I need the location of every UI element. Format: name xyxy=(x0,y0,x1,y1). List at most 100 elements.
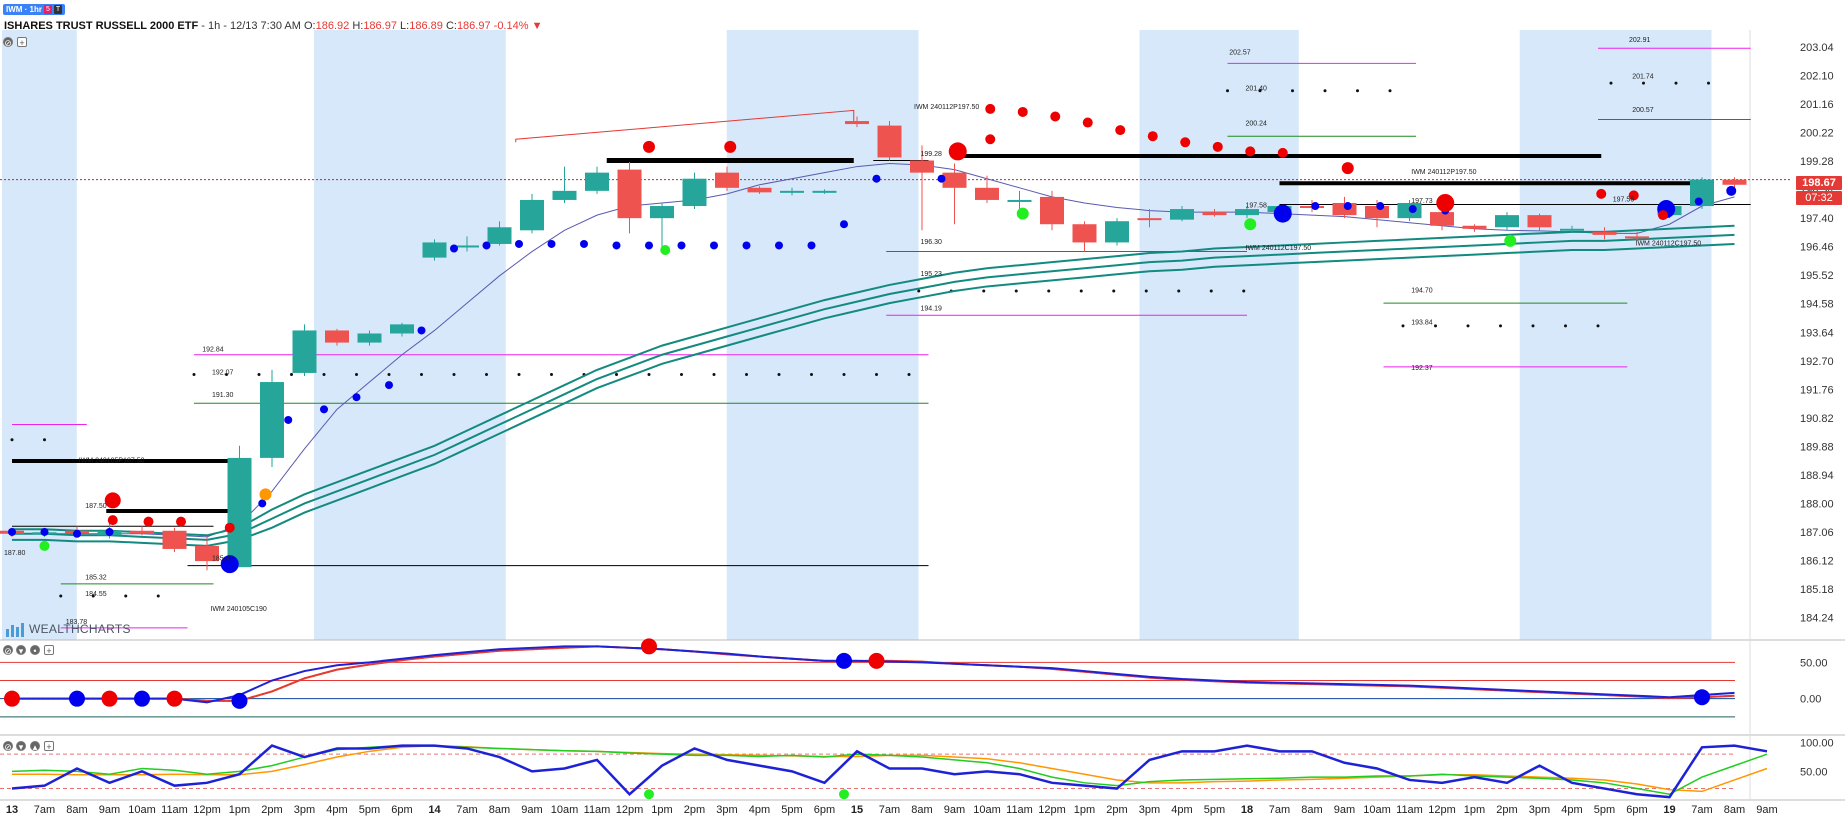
time-axis-label: 12pm xyxy=(1038,804,1066,816)
level-annotation: IWM 240105P187.50 xyxy=(79,457,145,464)
osc2-hide-icon[interactable]: ⊘ xyxy=(3,741,13,752)
time-axis-label: 7am xyxy=(34,804,55,816)
osc2-signal-dot xyxy=(839,789,849,800)
osc2-axis-label: 100.00 xyxy=(1800,738,1834,750)
signal-dot xyxy=(284,415,293,424)
time-axis-label: 7am xyxy=(1269,804,1290,816)
time-axis-label: 3pm xyxy=(294,804,315,816)
osc1-signal-dot xyxy=(166,690,183,707)
level-dot xyxy=(917,289,921,293)
signal-dot xyxy=(547,239,556,248)
osc2-add-icon[interactable]: + xyxy=(44,741,54,752)
time-axis-label: 4pm xyxy=(749,804,770,816)
level-dot xyxy=(1258,89,1262,93)
signal-dot xyxy=(660,245,671,256)
time-axis-label: 8am xyxy=(489,804,510,816)
osc1-add-icon[interactable]: + xyxy=(44,645,54,656)
level-dot xyxy=(647,372,651,376)
level-dot xyxy=(907,372,911,376)
candle-body xyxy=(227,457,252,568)
candle-body xyxy=(1105,221,1129,243)
top-bar: IWM · 1hr 5 T xyxy=(0,0,1845,18)
signal-dot xyxy=(1180,137,1191,148)
signal-dot xyxy=(1436,193,1455,212)
low-value: 186.89 xyxy=(409,20,443,32)
level-annotation: 187.80 xyxy=(4,550,26,557)
candle-body xyxy=(390,324,414,334)
time-axis-label: 5pm xyxy=(781,804,802,816)
level-annotation: 191.30 xyxy=(212,392,234,399)
time-axis-label: 8am xyxy=(1301,804,1322,816)
level-dot xyxy=(1596,324,1600,328)
session-shade xyxy=(1519,30,1712,640)
add-pane-icon[interactable]: + xyxy=(17,37,27,48)
time-axis-label: 4pm xyxy=(1171,804,1192,816)
signal-dot xyxy=(1082,117,1093,128)
time-axis-label: 9am xyxy=(99,804,120,816)
candle-body xyxy=(1722,179,1747,185)
signal-dot xyxy=(710,241,718,250)
tab-badge-interval: 5 xyxy=(44,5,52,14)
osc1-signal-dot xyxy=(1694,689,1710,706)
candle-body xyxy=(1527,215,1552,228)
signal-dot xyxy=(1596,188,1607,199)
price-axis-label: 202.10 xyxy=(1800,71,1834,83)
level-dot xyxy=(1356,89,1359,93)
chart-title-bar: ISHARES TRUST RUSSELL 2000 ETF - 1h - 12… xyxy=(4,20,542,32)
osc1-collapse-icon[interactable]: ▾ xyxy=(16,645,26,656)
level-annotation: 201.74 xyxy=(1632,74,1654,81)
level-dot xyxy=(1564,324,1567,328)
open-value: 186.92 xyxy=(315,20,350,32)
candle-body xyxy=(1202,212,1227,216)
signal-dot xyxy=(1726,185,1737,196)
signal-dot xyxy=(1016,207,1029,220)
level-dot xyxy=(59,594,63,598)
level-dot xyxy=(1674,81,1678,85)
candle-body xyxy=(1365,206,1389,219)
price-axis-label: 190.82 xyxy=(1800,413,1834,425)
level-annotation: 197.56 xyxy=(1613,196,1635,203)
price-axis-label: 187.06 xyxy=(1800,527,1834,539)
time-axis-label: 8am xyxy=(1724,804,1745,816)
hide-pane-icon[interactable]: ⊘ xyxy=(3,37,13,48)
level-dot xyxy=(290,372,293,376)
signal-dot xyxy=(948,142,967,161)
price-axis-label: 189.88 xyxy=(1800,441,1834,453)
osc1-hide-icon[interactable]: ⊘ xyxy=(3,645,13,656)
level-dot xyxy=(1112,289,1116,293)
candle-body xyxy=(1170,209,1194,220)
time-axis-label: 9am xyxy=(521,804,542,816)
level-dot xyxy=(1401,324,1405,328)
signal-dot xyxy=(176,516,186,527)
time-axis-label: 5pm xyxy=(359,804,380,816)
symbol-tab[interactable]: IWM · 1hr 5 T xyxy=(3,4,66,15)
osc1-settings-icon[interactable]: • xyxy=(30,645,40,656)
candle-body xyxy=(455,245,479,248)
signal-dot xyxy=(1628,190,1639,201)
level-dot xyxy=(124,594,128,598)
level-annotation: 184.55 xyxy=(85,591,107,598)
level-dot xyxy=(1499,324,1502,328)
time-axis-label: 11am xyxy=(584,804,611,816)
signal-dot xyxy=(1341,162,1354,175)
osc1-signal-dot xyxy=(836,652,852,669)
candle-body xyxy=(1072,224,1097,243)
candle-body xyxy=(292,330,317,373)
level-dot xyxy=(810,372,813,376)
price-axis-label: 191.76 xyxy=(1800,384,1834,396)
osc2-expand-icon[interactable]: ▴ xyxy=(30,741,40,752)
level-annotation: 193.84 xyxy=(1411,319,1433,326)
level-dot xyxy=(842,372,846,376)
candle-body xyxy=(422,242,447,258)
time-axis-label: 7am xyxy=(1691,804,1712,816)
osc2-collapse-icon[interactable]: ▾ xyxy=(16,741,26,752)
level-annotation: 194.19 xyxy=(921,306,943,313)
candle-body xyxy=(812,190,837,193)
level-dot xyxy=(680,372,683,376)
time-axis-label: 1pm xyxy=(1464,804,1485,816)
price-axis-label: 196.46 xyxy=(1800,242,1834,254)
signal-dot xyxy=(724,140,737,153)
level-dot xyxy=(1323,89,1327,93)
time-axis-label: 10am xyxy=(973,804,1001,816)
